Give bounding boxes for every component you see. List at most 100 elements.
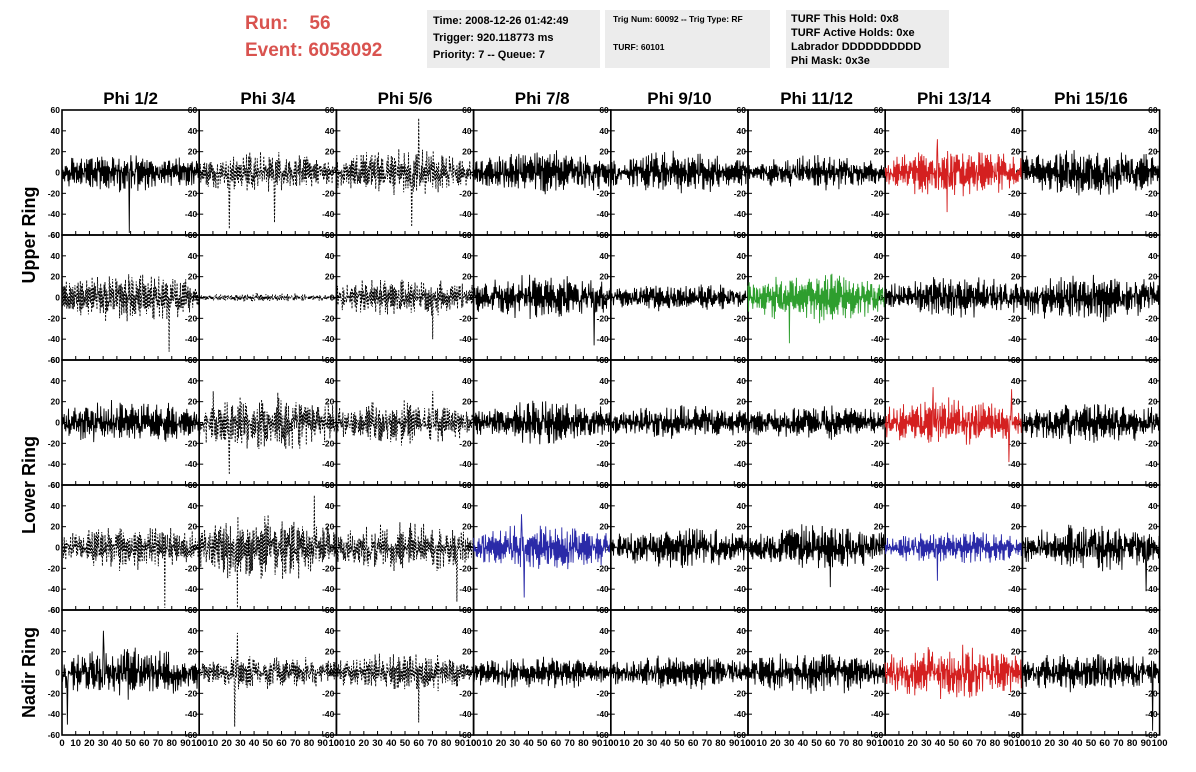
x-tick-label-r5-c5-8: 80 xyxy=(715,738,726,749)
x-tick-label-r5-c1-8: 80 xyxy=(166,738,177,749)
x-tick-label-r5-c4-4: 40 xyxy=(523,738,534,749)
x-tick-label-r5-c6-1: 10 xyxy=(756,738,767,749)
y-tick-label-right-r4-c1-1: 40 xyxy=(188,501,198,511)
y-tick-label-right-r2-c3-5: -40 xyxy=(459,334,472,344)
y-tick-label-right-r4-c3-1: 40 xyxy=(462,501,472,511)
y-tick-label-right-r3-c2-0: 60 xyxy=(325,355,335,365)
x-tick-label-r5-c7-8: 80 xyxy=(990,738,1001,749)
labrador-text: Labrador DDDDDDDDDD xyxy=(791,41,922,53)
y-tick-label-right-r1-c2-3: 0 xyxy=(330,168,335,178)
time-text: Time: 2008-12-26 01:42:49 xyxy=(433,15,569,27)
waveform-trace-r1-c8 xyxy=(1021,150,1161,196)
y-tick-label-right-r1-c3-0: 60 xyxy=(462,105,472,115)
y-tick-label-left-r5-c1-4: -20 xyxy=(48,688,61,698)
waveform-trace-r1-c2 xyxy=(198,151,337,229)
x-tick-label-r5-c7-10: 100 xyxy=(1014,738,1030,749)
y-tick-label-right-r4-c4-5: -40 xyxy=(597,584,610,594)
x-tick-label-r5-c8-6: 60 xyxy=(1099,738,1110,749)
ring-label-1: Upper Ring xyxy=(19,187,39,284)
y-tick-label-right-r1-c8-4: -20 xyxy=(1145,188,1158,198)
column-header-8: Phi 15/16 xyxy=(1054,89,1128,108)
waveform-trace-r2-c3 xyxy=(335,279,475,340)
x-tick-label-r5-c2-3: 30 xyxy=(235,738,246,749)
y-tick-label-right-r4-c6-5: -40 xyxy=(871,584,884,594)
y-tick-label-right-r4-c1-5: -40 xyxy=(185,584,198,594)
y-tick-label-right-r1-c6-4: -20 xyxy=(871,188,884,198)
waveform-trace-r3-c7 xyxy=(884,387,1023,463)
y-tick-label-right-r3-c2-4: -20 xyxy=(322,438,335,448)
y-tick-label-right-r2-c1-2: 20 xyxy=(188,272,198,282)
x-tick-label-r5-c4-6: 60 xyxy=(551,738,562,749)
y-tick-label-right-r1-c5-5: -40 xyxy=(734,209,747,219)
y-tick-label-right-r2-c6-5: -40 xyxy=(871,334,884,344)
waveform-trace-r5-c8 xyxy=(1021,654,1161,731)
y-tick-label-right-r1-c7-1: 40 xyxy=(1011,126,1021,136)
y-tick-label-right-r2-c5-5: -40 xyxy=(734,334,747,344)
y-tick-label-left-r3-c1-2: 20 xyxy=(51,397,61,407)
y-tick-label-right-r5-c5-5: -40 xyxy=(734,709,747,719)
waveform-trace-r2-c8 xyxy=(1021,274,1161,323)
x-tick-label-r5-c3-1: 10 xyxy=(345,738,356,749)
waveform-trace-r5-c4 xyxy=(473,656,612,689)
x-tick-label-r5-c1-7: 70 xyxy=(153,738,164,749)
y-tick-label-left-r2-c1-5: -40 xyxy=(48,334,61,344)
y-tick-label-right-r5-c2-2: 20 xyxy=(325,647,335,657)
x-tick-label-r5-c1-1: 10 xyxy=(70,738,81,749)
y-tick-label-right-r4-c4-1: 40 xyxy=(599,501,609,511)
y-tick-label-right-r2-c2-5: -40 xyxy=(322,334,335,344)
y-tick-label-right-r5-c2-0: 60 xyxy=(325,605,335,615)
y-tick-label-right-r5-c6-1: 40 xyxy=(874,626,884,636)
x-tick-label-r5-c8-10: 100 xyxy=(1152,738,1168,749)
y-tick-label-right-r2-c2-1: 40 xyxy=(325,251,335,261)
y-tick-label-right-r3-c4-5: -40 xyxy=(597,459,610,469)
event-line: Event: 6058092 xyxy=(245,37,415,64)
y-tick-label-left-r4-c1-6: -60 xyxy=(48,605,61,615)
x-tick-label-r5-c6-8: 80 xyxy=(852,738,863,749)
y-tick-label-left-r1-c1-4: -20 xyxy=(48,188,61,198)
waveform-trace-r4-c6 xyxy=(747,524,886,588)
y-tick-label-right-r2-c3-4: -20 xyxy=(459,313,472,323)
x-tick-label-r5-c4-7: 70 xyxy=(564,738,575,749)
y-tick-label-left-r2-c1-1: 40 xyxy=(51,251,61,261)
panel-frame-r5-c2 xyxy=(198,609,338,736)
y-tick-label-right-r5-c7-6: -60 xyxy=(1008,730,1021,740)
y-tick-label-right-r4-c8-1: 40 xyxy=(1148,501,1158,511)
y-tick-label-right-r3-c5-2: 20 xyxy=(737,397,747,407)
y-tick-label-right-r1-c2-1: 40 xyxy=(325,126,335,136)
y-tick-label-right-r3-c3-1: 40 xyxy=(462,376,472,386)
y-tick-label-right-r1-c3-3: 0 xyxy=(467,168,472,178)
y-tick-label-right-r2-c1-4: -20 xyxy=(185,313,198,323)
y-tick-label-right-r3-c6-4: -20 xyxy=(871,438,884,448)
y-tick-label-right-r3-c6-5: -40 xyxy=(871,459,884,469)
y-tick-label-right-r5-c5-0: 60 xyxy=(737,605,747,615)
x-tick-label-r5-c1-3: 30 xyxy=(98,738,109,749)
x-tick-label-r5-c3-10: 100 xyxy=(466,738,482,749)
y-tick-label-right-r1-c7-2: 20 xyxy=(1011,147,1021,157)
y-tick-label-right-r3-c4-2: 20 xyxy=(599,397,609,407)
x-tick-label-r5-c2-5: 50 xyxy=(263,738,274,749)
y-tick-label-left-r4-c1-2: 20 xyxy=(51,522,61,532)
y-tick-label-right-r1-c3-1: 40 xyxy=(462,126,472,136)
y-tick-label-right-r5-c8-4: -20 xyxy=(1145,688,1158,698)
y-tick-label-right-r1-c6-1: 40 xyxy=(874,126,884,136)
y-tick-label-right-r1-c6-2: 20 xyxy=(874,147,884,157)
y-tick-label-right-r2-c5-1: 40 xyxy=(737,251,747,261)
x-tick-label-r5-c3-4: 40 xyxy=(386,738,397,749)
y-tick-label-right-r1-c5-4: -20 xyxy=(734,188,747,198)
y-tick-label-right-r4-c5-5: -40 xyxy=(734,584,747,594)
y-tick-label-right-r3-c1-4: -20 xyxy=(185,438,198,448)
x-tick-label-r5-c5-6: 60 xyxy=(688,738,699,749)
y-tick-label-right-r3-c1-0: 60 xyxy=(188,355,198,365)
y-tick-label-left-r2-c1-2: 20 xyxy=(51,272,61,282)
y-tick-label-right-r2-c2-2: 20 xyxy=(325,272,335,282)
y-tick-label-right-r4-c5-0: 60 xyxy=(737,480,747,490)
y-tick-label-left-r2-c1-4: -20 xyxy=(48,313,61,323)
y-tick-label-right-r2-c5-0: 60 xyxy=(737,230,747,240)
y-tick-label-right-r2-c2-0: 60 xyxy=(325,230,335,240)
x-tick-label-r5-c6-7: 70 xyxy=(839,738,850,749)
x-tick-label-r5-c2-9: 90 xyxy=(317,738,328,749)
y-tick-label-right-r2-c7-5: -40 xyxy=(1008,334,1021,344)
y-tick-label-right-r1-c4-0: 60 xyxy=(599,105,609,115)
y-tick-label-right-r2-c2-4: -20 xyxy=(322,313,335,323)
waveform-trace-r3-c1 xyxy=(61,399,200,443)
